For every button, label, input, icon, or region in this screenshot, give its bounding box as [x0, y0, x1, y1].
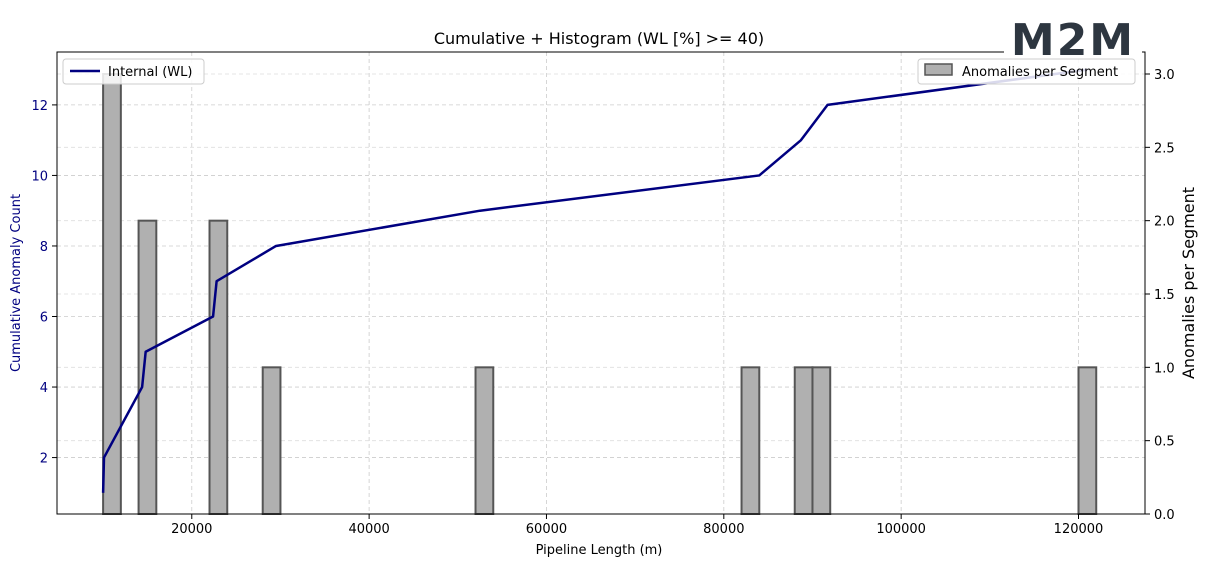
y-left-axis-label: Cumulative Anomaly Count	[9, 194, 24, 372]
legend-bar-swatch	[924, 63, 953, 76]
x-axis-ticks: 20000 40000 60000 80000 100000 120000	[171, 514, 1103, 537]
histogram-bar	[811, 366, 832, 516]
y-right-tick-label: 0.5	[1154, 435, 1175, 450]
y-left-tick-label: 8	[40, 240, 48, 255]
histogram-bar	[740, 366, 761, 516]
histogram-bar	[261, 366, 282, 516]
y-left-axis-ticks: 2 4 6 8 10 12	[31, 99, 57, 467]
y-right-tick-label: 2.5	[1154, 141, 1175, 156]
histogram-bar	[137, 219, 158, 516]
y-right-tick-label: 3.0	[1154, 68, 1175, 83]
y-left-tick-label: 12	[31, 99, 48, 114]
x-tick-label: 100000	[876, 522, 926, 537]
histogram-bar	[208, 219, 229, 516]
legend-left: Internal (WL)	[62, 58, 205, 85]
y-right-tick-label: 1.0	[1154, 361, 1175, 376]
y-right-tick-label: 1.5	[1154, 288, 1175, 303]
y-left-tick-label: 2	[40, 452, 48, 467]
x-axis-label: Pipeline Length (m)	[536, 543, 663, 558]
y-right-axis-label: Anomalies per Segment	[1179, 187, 1198, 379]
x-tick-label: 60000	[526, 522, 567, 537]
legend-bar-label: Anomalies per Segment	[962, 65, 1118, 80]
histogram-bar	[474, 366, 495, 516]
chart-title: Cumulative + Histogram (WL [%] >= 40)	[434, 29, 764, 48]
y-left-tick-label: 10	[31, 169, 48, 184]
legend-line-label: Internal (WL)	[108, 65, 192, 80]
y-left-tick-label: 4	[40, 381, 48, 396]
plot-frame	[56, 51, 1146, 515]
y-right-tick-label: 0.0	[1154, 508, 1175, 523]
histogram-bar	[102, 73, 122, 515]
cumulative-line	[101, 68, 1088, 493]
cumulative-line-path	[101, 68, 1088, 493]
x-tick-label: 120000	[1054, 522, 1104, 537]
y-right-tick-label: 2.0	[1154, 215, 1175, 230]
x-tick-label: 80000	[703, 522, 744, 537]
m2m-logo: M2M	[1004, 12, 1142, 66]
histogram-bar	[793, 366, 814, 516]
x-tick-label: 40000	[348, 522, 389, 537]
y-right-axis-ticks: 0.0 0.5 1.0 1.5 2.0 2.5 3.0	[1145, 68, 1175, 523]
histogram-bars	[102, 73, 1098, 516]
legend-right: Anomalies per Segment	[917, 58, 1136, 85]
x-tick-label: 20000	[171, 522, 212, 537]
y-left-tick-label: 6	[40, 311, 48, 326]
histogram-bar	[1077, 366, 1098, 516]
logo-text: M2M	[1011, 15, 1135, 66]
